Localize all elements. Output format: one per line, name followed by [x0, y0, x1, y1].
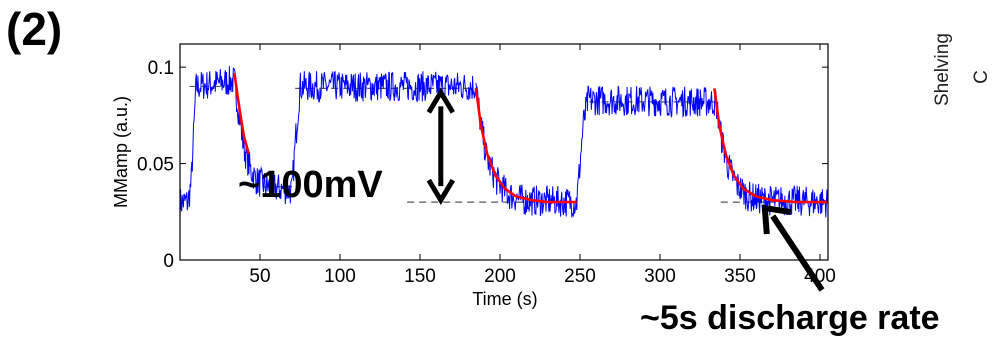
- x-tick-label: 250: [564, 266, 596, 287]
- annotation-100mv: ~100mV: [238, 164, 383, 206]
- x-tick-label: 50: [249, 266, 270, 287]
- x-tick-label: 150: [404, 266, 436, 287]
- panel-label: (2): [6, 3, 63, 55]
- plot-border: [179, 43, 829, 261]
- x-tick-label: 200: [484, 266, 516, 287]
- x-tick-label: 350: [724, 266, 756, 287]
- discharge-arrow-head: [761, 204, 792, 235]
- annotation-discharge-rate: ~5s discharge rate: [640, 299, 940, 337]
- double-arrow-head-top: [426, 87, 455, 114]
- side-label-word: Shelving: [932, 33, 953, 106]
- x-tick-label: 100: [324, 266, 356, 287]
- x-tick-label: 300: [644, 266, 676, 287]
- y-tick-label: 0.1: [148, 58, 174, 79]
- x-axis-title: Time (s): [472, 289, 537, 309]
- double-arrow-head-bottom: [426, 178, 455, 206]
- side-label-fragment: C: [970, 70, 992, 84]
- red-fit-segment-0: [233, 72, 251, 155]
- y-tick-label: 0.05: [137, 155, 174, 176]
- red-fit-segment-1: [474, 88, 577, 204]
- blue-trace-segment-2: [291, 70, 477, 182]
- y-axis-title: MMamp (a.u.): [111, 96, 131, 208]
- y-tick-label: 0: [163, 251, 174, 272]
- side-label-shelving: Shelving: [932, 33, 954, 106]
- plot-area: [180, 44, 828, 260]
- blue-trace-segment-0: [180, 66, 235, 218]
- discharge-arrow-shaft: [770, 214, 825, 292]
- blue-trace-segment-4: [576, 85, 717, 211]
- red-fit-segment-2: [713, 88, 828, 204]
